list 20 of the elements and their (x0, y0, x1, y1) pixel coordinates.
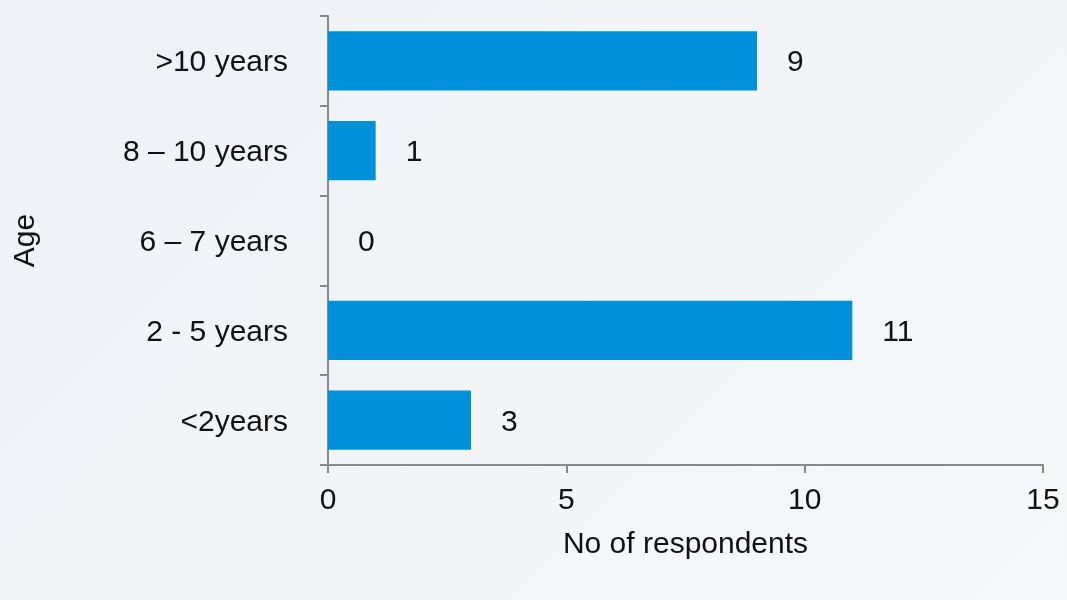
data-label: 0 (358, 224, 375, 257)
y-tick-label: 6 – 7 years (139, 224, 288, 257)
data-label: 9 (787, 44, 804, 78)
y-tick-label: >10 years (155, 44, 288, 78)
bar (328, 300, 853, 360)
y-tick-label: 8 – 10 years (122, 134, 288, 168)
data-label: 3 (501, 403, 518, 437)
data-label: 1 (405, 134, 423, 168)
bar (328, 390, 471, 450)
bar (328, 121, 376, 181)
y-tick-label: <2years (180, 403, 288, 437)
y-axis-title: Age (6, 213, 40, 268)
x-tick-label: 0 (319, 481, 337, 515)
data-label: 11 (882, 313, 914, 347)
y-tick-label: 2 - 5 years (146, 313, 288, 347)
x-tick-label: 15 (1026, 481, 1060, 515)
x-tick-label: 5 (557, 481, 575, 515)
bar (328, 31, 757, 91)
x-tick-label: 10 (787, 481, 822, 515)
x-axis-title: No of respondents (562, 525, 809, 559)
